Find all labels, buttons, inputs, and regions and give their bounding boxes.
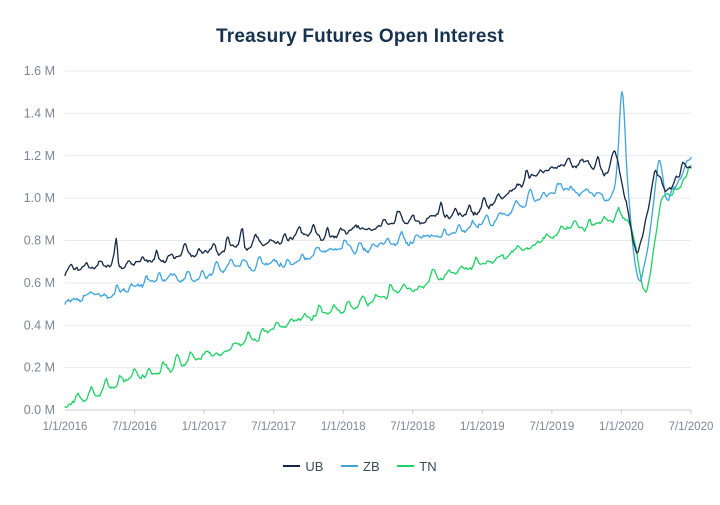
svg-text:1.2 M: 1.2 M [24,149,55,163]
svg-text:0.8 M: 0.8 M [24,234,55,248]
svg-text:0.4 M: 0.4 M [24,318,55,332]
svg-text:1/1/2017: 1/1/2017 [182,421,227,433]
svg-text:1/1/2020: 1/1/2020 [599,421,644,433]
svg-text:0.6 M: 0.6 M [24,276,55,290]
svg-text:1.4 M: 1.4 M [24,106,55,120]
svg-text:0.2 M: 0.2 M [24,361,55,375]
svg-text:7/1/2016: 7/1/2016 [112,421,157,433]
svg-text:7/1/2019: 7/1/2019 [530,421,575,433]
svg-text:1.6 M: 1.6 M [24,64,55,78]
svg-text:7/1/2017: 7/1/2017 [251,421,296,433]
svg-text:1.0 M: 1.0 M [24,191,55,205]
svg-text:7/1/2018: 7/1/2018 [390,421,435,433]
svg-text:1/1/2019: 1/1/2019 [460,421,505,433]
svg-text:7/1/2020: 7/1/2020 [669,421,714,433]
svg-text:1/1/2016: 1/1/2016 [43,421,88,433]
svg-text:1/1/2018: 1/1/2018 [321,421,366,433]
svg-text:0.0 M: 0.0 M [24,403,55,417]
